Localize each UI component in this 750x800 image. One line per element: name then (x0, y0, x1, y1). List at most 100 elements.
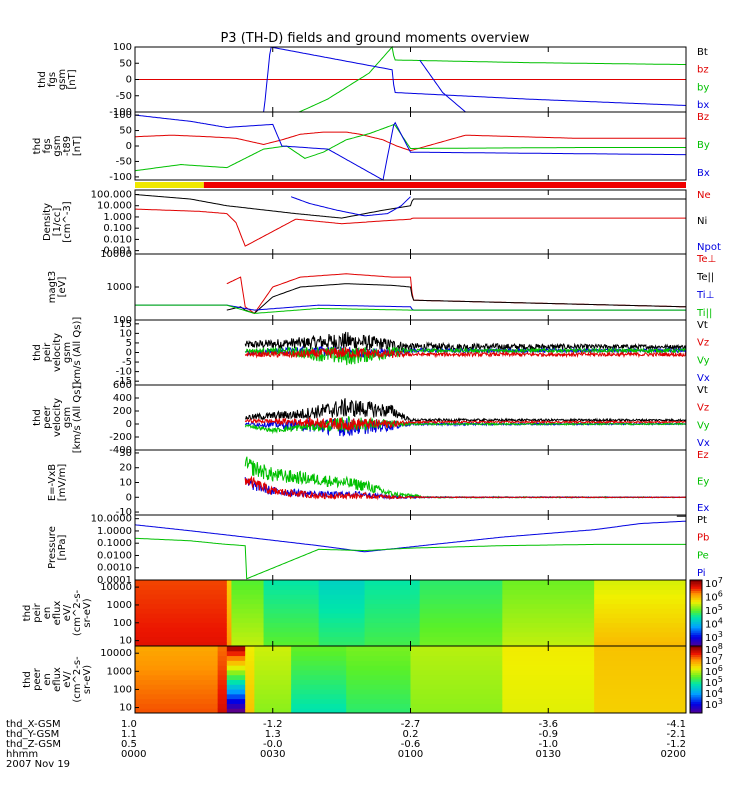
panel-frame (134, 449, 687, 516)
heatmap-cell (254, 655, 292, 661)
y-tick-label: 600 (113, 380, 132, 391)
legend-Bx: Bx (697, 168, 710, 179)
heatmap-cell (291, 698, 347, 704)
series-bx (419, 59, 471, 113)
colorbar-segment (690, 681, 702, 685)
heatmap-cell (419, 627, 503, 633)
ephemeris-value: -0.0 (263, 739, 283, 750)
heatmap-cell (226, 665, 246, 671)
heatmap-cell (291, 646, 347, 652)
heatmap-cell (254, 679, 292, 685)
heatmap-cell (364, 631, 421, 638)
ephemeris-label: 2007 Nov 19 (6, 759, 70, 770)
colorbar-segment (690, 597, 702, 601)
y-tick-label: 20 (119, 463, 132, 474)
heatmap-cell (226, 646, 246, 652)
legend-Vx: Vx (697, 373, 710, 384)
y-axis-label: sr-eV) (82, 598, 93, 627)
y-tick-label: 5 (126, 338, 132, 349)
y-tick-label: 100.000 (91, 189, 132, 200)
colorbar-segment (690, 593, 702, 596)
legend-By: By (697, 140, 710, 151)
heatmap-cell (318, 608, 366, 614)
y-axis-label: peir (32, 602, 43, 622)
ephemeris-value: -2.1 (666, 729, 686, 740)
heatmap-cell (245, 669, 255, 676)
mode-bar-segment (135, 182, 204, 188)
heatmap-cell (226, 655, 246, 661)
heatmap-cell (502, 674, 595, 680)
heatmap-cell (245, 655, 255, 661)
y-tick-label: -50 (116, 91, 132, 102)
y-axis-label: thd (37, 71, 48, 88)
heatmap-cell (135, 646, 219, 652)
legend-Vx: Vx (697, 438, 710, 449)
heatmap-cell (217, 679, 228, 685)
heatmap-cell (217, 669, 228, 676)
ephemeris-value: 0200 (661, 749, 686, 760)
heatmap-cell (594, 641, 687, 647)
y-axis-label: [km/s (All Qs)] (72, 382, 83, 454)
colorbar-segment (690, 695, 702, 698)
heatmap-cell (135, 660, 219, 666)
heatmap-cell (346, 665, 411, 671)
panel-pressure: Pressure [nPa] (47, 514, 687, 581)
legend-by: by (697, 82, 709, 93)
heatmap-cell (135, 631, 228, 638)
y-tick-label: 100 (113, 42, 132, 53)
heatmap-cell (502, 617, 595, 623)
heatmap-cell (419, 594, 503, 600)
colorbar-segment (690, 632, 702, 636)
y-tick-label: -100 (109, 107, 132, 118)
heatmap-cell (364, 603, 421, 609)
heatmap-cell (231, 641, 265, 647)
heatmap-cell (364, 617, 421, 623)
y-axis-label: [cm^-3] (62, 201, 73, 242)
y-axis-label: thd (22, 605, 33, 622)
colorbar-segment (690, 670, 702, 674)
colorbar-segment (690, 588, 702, 592)
y-axis-label: [eV] (57, 277, 68, 298)
colorbar-segment (690, 626, 702, 629)
colorbar-segment (690, 652, 702, 656)
heatmap-cell (502, 631, 595, 638)
heatmap-cell (217, 703, 228, 709)
heatmap-cell (291, 660, 347, 666)
heatmap-cell (226, 631, 232, 638)
legend-Pe: Pe (697, 550, 709, 561)
y-tick-label: -15 (116, 376, 132, 387)
heatmap-cell (364, 641, 421, 647)
heatmap-cell (254, 660, 292, 666)
heatmap-cell (318, 613, 366, 619)
legend-Pi: Pi (697, 568, 706, 579)
colorbar-segment (690, 688, 702, 692)
y-axis-label: peer (32, 667, 43, 691)
heatmap-cell (135, 693, 219, 700)
y-tick-label: 10 (119, 636, 132, 647)
colorbar-segment (690, 697, 702, 701)
heatmap-cell (231, 608, 265, 614)
heatmap-cell (135, 650, 219, 657)
colorbar-segment (690, 586, 702, 590)
ephemeris-label: thd_Z-GSM (6, 739, 61, 750)
heatmap-cell (419, 631, 503, 638)
heatmap-cell (254, 703, 292, 709)
heatmap-cell (231, 603, 265, 609)
y-tick-label: 0.0100 (97, 550, 132, 561)
colorbar-segment (690, 641, 702, 645)
heatmap-cell (318, 622, 366, 628)
heatmap-cell (364, 636, 421, 642)
heatmap-cell (594, 669, 687, 676)
panel-frame (134, 189, 687, 255)
ephemeris-value: 1.0 (121, 719, 137, 730)
colorbar-segment (690, 679, 702, 683)
y-axis-label: -t89 (62, 136, 73, 156)
heatmap-cell (245, 674, 255, 680)
heatmap-cell (419, 636, 503, 642)
heatmap-cell (135, 689, 219, 695)
colorbar-segment (690, 654, 702, 658)
y-axis-label: Density (42, 203, 53, 241)
heatmap-cell (135, 684, 219, 690)
colorbar-segment (690, 604, 702, 607)
y-tick-label: 30 (119, 448, 132, 459)
